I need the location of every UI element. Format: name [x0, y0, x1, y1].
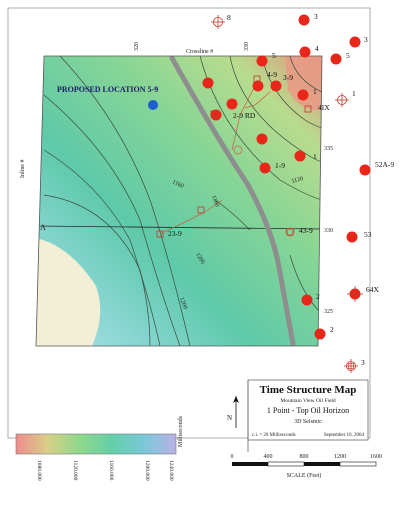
- well-label: 1: [313, 152, 317, 161]
- well-label: 5: [272, 51, 276, 60]
- scale-label: SCALE (Feet): [287, 472, 322, 479]
- well-label: 4IX: [318, 103, 330, 112]
- legend-tick: 1200.000: [144, 460, 150, 481]
- scale-tick: 1200: [334, 454, 346, 460]
- well-label: 53: [364, 230, 372, 239]
- north-arrow: N: [227, 396, 239, 428]
- well-label: 1: [313, 87, 317, 96]
- well-label: 4-9: [267, 70, 277, 79]
- well-label: 1-9: [275, 161, 285, 170]
- north-label: N: [227, 414, 232, 422]
- map-date: September 10, 2004: [324, 433, 365, 438]
- well-marker: [256, 55, 268, 67]
- section-a-label: A: [40, 223, 46, 232]
- dry-hole-symbol: [335, 93, 349, 107]
- right-tick-3: 325: [324, 309, 333, 315]
- contour-lines: [43, 56, 322, 346]
- well-label: 3: [364, 35, 368, 44]
- well-label: 3: [361, 358, 365, 367]
- well-label: 1: [352, 89, 356, 98]
- well-marker: [346, 231, 358, 243]
- well-marker: [330, 53, 342, 65]
- scale-tick: 1600: [370, 454, 382, 460]
- well-marker: [297, 89, 309, 101]
- right-tick-2: 330: [324, 228, 333, 234]
- title-block: Time Structure Map Mountain View Oil Fie…: [247, 379, 369, 452]
- legend-tick: 1240.000: [168, 460, 174, 481]
- well-label: 43-9: [299, 226, 313, 235]
- well-marker: [270, 80, 282, 92]
- dry-hole-symbol: [344, 359, 358, 373]
- contour-label-3: 1200: [194, 252, 205, 265]
- contour-label-4: 1160: [210, 195, 220, 208]
- contour-label-1: 1160: [171, 179, 184, 189]
- contour-label-5: 1200: [178, 297, 188, 310]
- well-label: 2-9 RD: [233, 111, 256, 120]
- survey-type: 3D Seismic: [294, 419, 322, 425]
- well-marker: [359, 164, 371, 176]
- well-marker: [349, 36, 361, 48]
- well-label: 3-9: [283, 73, 293, 82]
- top-tick-2: 330: [244, 42, 250, 51]
- map-border: [35, 55, 323, 347]
- legend-tick: 1080.000: [36, 460, 42, 481]
- well-marker: [226, 98, 238, 110]
- color-legend: Milliseconds 1080.000 1120.000 1160.000 …: [15, 415, 184, 481]
- well-marker: [259, 162, 271, 174]
- contour-interval: c.i. = 20 Milliseconds: [252, 433, 296, 438]
- proposed-location-marker: [148, 100, 158, 110]
- contour-label-2: 1120: [291, 176, 304, 185]
- well-marker: [299, 46, 311, 58]
- well-marker: [256, 133, 268, 145]
- inline-label: Inline #: [20, 160, 26, 179]
- scale-tick: 0: [231, 454, 234, 460]
- well-label: 23-9: [168, 229, 182, 238]
- scale-bar: 0 400 800 1200 1600 SCALE (Feet): [231, 454, 383, 479]
- map-title: Time Structure Map: [260, 384, 357, 396]
- field-name: Mountain View Oil Field: [280, 398, 336, 404]
- well-marker: [210, 109, 222, 121]
- well-marker: [314, 328, 326, 340]
- top-tick-1: 320: [134, 42, 140, 51]
- well-label: 2: [316, 292, 320, 301]
- well-label: 64X: [366, 285, 380, 294]
- legend-color-bar: [15, 433, 177, 455]
- well-marker: [294, 150, 306, 162]
- wells-inside: 4-9 3-9 2-9 RD 1 1 1-9 23-9 43-9 4IX: [156, 70, 330, 238]
- legend-tick: 1120.000: [72, 460, 78, 481]
- map-frame: [7, 7, 371, 439]
- well-label: 52A-9: [375, 160, 394, 169]
- well-label: 2: [330, 325, 334, 334]
- legend-unit: Milliseconds: [178, 415, 184, 447]
- well-paths: [159, 79, 271, 235]
- well-marker: [202, 77, 214, 89]
- horizon-name: 1 Point - Top Oil Horizon: [267, 406, 349, 415]
- scale-tick: 400: [264, 454, 273, 460]
- proposed-location-label: PROPOSED LOCATION 5-9: [57, 85, 158, 94]
- seismic-line-a: [36, 225, 322, 230]
- fault-line: [169, 56, 296, 346]
- dry-hole-symbol: [211, 15, 225, 29]
- well-marker: [298, 14, 310, 26]
- well-label: 5: [346, 51, 350, 60]
- well-label: 8: [227, 13, 231, 22]
- crossline-label: Crossline #: [186, 49, 213, 55]
- well-marker: [252, 80, 264, 92]
- well-label: 3: [314, 12, 318, 21]
- well-label: 4: [315, 44, 319, 53]
- well-marker: [301, 294, 313, 306]
- wells-outside: 8 3 5 4 5 3 1 52A-9 53 64X 2 2 3: [211, 12, 394, 373]
- right-tick-1: 335: [324, 146, 333, 152]
- well-symbol-64x: [347, 286, 363, 302]
- map-area: [36, 56, 322, 346]
- scale-tick: 800: [300, 454, 309, 460]
- legend-tick: 1160.000: [108, 460, 114, 481]
